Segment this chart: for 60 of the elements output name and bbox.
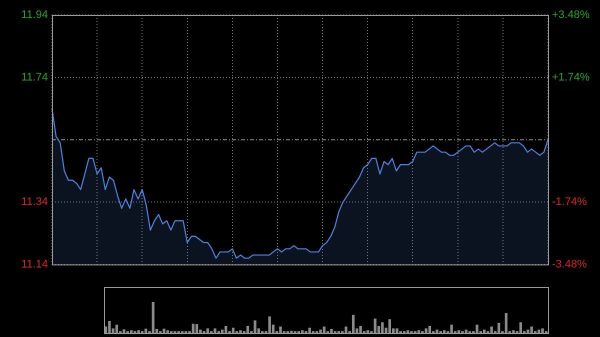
bar	[268, 316, 271, 333]
y-tick-label: 11.34	[21, 196, 48, 208]
bar	[436, 330, 438, 333]
bar	[424, 328, 428, 333]
bar	[526, 330, 530, 333]
bar	[450, 324, 453, 333]
bar	[428, 326, 432, 333]
bar	[322, 326, 326, 333]
y2-tick-label: -3.48%	[552, 258, 588, 270]
bar	[122, 329, 126, 333]
bar	[301, 330, 304, 333]
bar	[442, 330, 446, 333]
bar	[224, 326, 228, 333]
bar	[137, 330, 140, 333]
bar	[541, 328, 544, 333]
bar	[192, 324, 194, 333]
bar	[206, 328, 210, 333]
bar	[490, 326, 493, 333]
y2-tick-label: +1.74%	[552, 71, 590, 84]
bar	[530, 326, 533, 333]
bar	[330, 328, 333, 333]
bar	[352, 314, 355, 333]
bar	[220, 330, 224, 333]
y-tick-label: 11.74	[21, 71, 48, 84]
bar	[279, 326, 282, 333]
bar	[482, 330, 486, 333]
bar	[152, 302, 154, 333]
bar	[512, 330, 515, 333]
bar	[115, 324, 118, 333]
y-tick-label: 11.14	[21, 258, 48, 270]
bar	[374, 318, 376, 333]
bar	[504, 313, 508, 333]
bar	[464, 330, 468, 333]
bar	[417, 330, 420, 333]
y2-tick-label: +3.48%	[552, 9, 590, 22]
bar	[359, 326, 362, 333]
bar	[239, 330, 242, 333]
bar	[396, 328, 398, 333]
bar	[519, 322, 522, 333]
bar	[388, 319, 392, 333]
bar	[538, 330, 540, 333]
y2-tick-label: -1.74%	[552, 196, 588, 208]
bar	[162, 328, 166, 333]
bar	[166, 330, 170, 333]
bar	[381, 322, 384, 333]
bar	[476, 324, 478, 333]
bar	[458, 330, 460, 333]
bar	[246, 326, 250, 333]
bar	[366, 330, 370, 333]
bar	[130, 330, 133, 333]
y-tick-label: 11.94	[21, 9, 48, 22]
bar	[254, 320, 256, 333]
bar	[108, 321, 111, 333]
bar	[144, 328, 148, 333]
bar	[214, 328, 216, 333]
bar	[498, 322, 500, 333]
bar	[344, 326, 348, 333]
bar	[406, 330, 410, 333]
bar	[319, 330, 322, 333]
bar	[195, 324, 198, 333]
